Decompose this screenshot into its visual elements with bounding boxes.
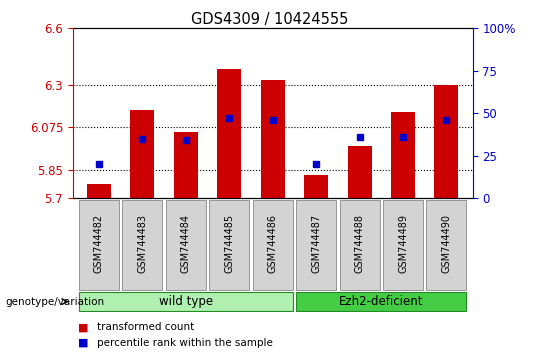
Bar [131,109,154,198]
FancyBboxPatch shape [253,200,293,290]
Bar [87,184,111,198]
FancyBboxPatch shape [210,200,249,290]
Text: GSM744485: GSM744485 [224,214,234,273]
Bar [217,69,241,198]
Bar [174,132,198,198]
Text: GSM744487: GSM744487 [311,214,321,273]
Text: GSM744484: GSM744484 [181,214,191,273]
Text: ■: ■ [78,338,89,348]
Text: genotype/variation: genotype/variation [5,297,105,307]
FancyBboxPatch shape [166,200,206,290]
Text: GSM744483: GSM744483 [137,214,147,273]
Text: GSM744482: GSM744482 [94,214,104,273]
FancyBboxPatch shape [383,200,423,290]
FancyBboxPatch shape [79,292,293,311]
Bar [261,80,285,198]
Text: ■: ■ [78,322,89,332]
Text: wild type: wild type [159,295,213,308]
FancyBboxPatch shape [427,200,467,290]
Bar [348,146,372,198]
Text: GSM744486: GSM744486 [268,214,278,273]
Bar [304,175,328,198]
FancyBboxPatch shape [123,200,163,290]
FancyBboxPatch shape [340,200,380,290]
Bar [391,112,415,198]
Text: GSM744489: GSM744489 [398,214,408,273]
Text: percentile rank within the sample: percentile rank within the sample [97,338,273,348]
Text: GSM744488: GSM744488 [355,214,365,273]
FancyBboxPatch shape [296,200,336,290]
FancyBboxPatch shape [296,292,467,311]
Text: Ezh2-deficient: Ezh2-deficient [339,295,423,308]
FancyBboxPatch shape [79,200,119,290]
Text: transformed count: transformed count [97,322,194,332]
Bar [435,85,458,198]
Text: GDS4309 / 10424555: GDS4309 / 10424555 [191,12,349,27]
Text: GSM744490: GSM744490 [441,214,451,273]
